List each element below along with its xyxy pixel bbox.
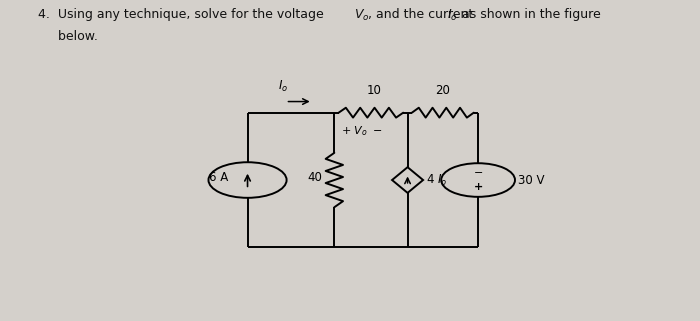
Text: 10: 10 xyxy=(366,83,381,97)
Text: 20: 20 xyxy=(435,83,450,97)
Text: 40: 40 xyxy=(307,171,323,184)
Text: , and the current: , and the current xyxy=(368,8,477,21)
Text: −: − xyxy=(473,168,483,178)
Text: as shown in the figure: as shown in the figure xyxy=(458,8,601,21)
Text: below.: below. xyxy=(38,30,99,43)
Text: $I_o$: $I_o$ xyxy=(447,8,457,23)
Text: 30 V: 30 V xyxy=(518,174,544,187)
Text: $V_o$: $V_o$ xyxy=(354,8,369,23)
Text: $I_o$: $I_o$ xyxy=(278,79,288,94)
Text: 6 A: 6 A xyxy=(209,171,228,184)
Text: $+\ V_o\ -$: $+\ V_o\ -$ xyxy=(341,124,382,138)
Text: $4\ I_o$: $4\ I_o$ xyxy=(426,172,447,187)
Text: +: + xyxy=(473,182,483,192)
Text: 4.  Using any technique, solve for the voltage: 4. Using any technique, solve for the vo… xyxy=(38,8,328,21)
